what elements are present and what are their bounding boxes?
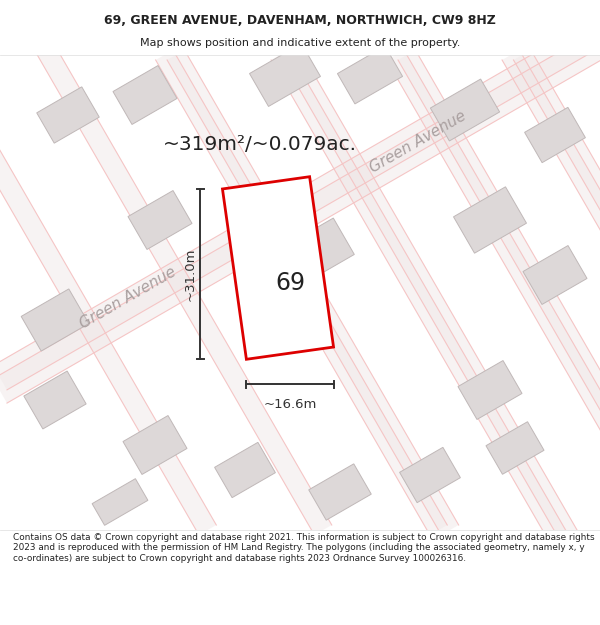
Text: 69: 69	[275, 271, 305, 295]
Polygon shape	[458, 361, 522, 419]
Polygon shape	[430, 79, 500, 141]
Polygon shape	[128, 191, 192, 249]
Polygon shape	[454, 187, 526, 253]
Polygon shape	[398, 50, 600, 535]
Polygon shape	[123, 416, 187, 474]
Polygon shape	[337, 46, 403, 104]
Polygon shape	[502, 50, 600, 535]
Polygon shape	[0, 32, 600, 403]
Polygon shape	[524, 107, 586, 162]
Polygon shape	[592, 4, 600, 60]
Text: 69, GREEN AVENUE, DAVENHAM, NORTHWICH, CW9 8HZ: 69, GREEN AVENUE, DAVENHAM, NORTHWICH, C…	[104, 14, 496, 27]
Text: Contains OS data © Crown copyright and database right 2021. This information is : Contains OS data © Crown copyright and d…	[13, 533, 595, 562]
Polygon shape	[400, 448, 460, 503]
Text: ~319m²/~0.079ac.: ~319m²/~0.079ac.	[163, 136, 357, 154]
Polygon shape	[250, 44, 320, 106]
Polygon shape	[215, 442, 275, 498]
Polygon shape	[0, 19, 600, 390]
Polygon shape	[223, 177, 334, 359]
Polygon shape	[21, 289, 89, 351]
Text: ~31.0m: ~31.0m	[184, 248, 197, 301]
Polygon shape	[24, 371, 86, 429]
Polygon shape	[283, 50, 600, 595]
Polygon shape	[271, 50, 600, 614]
Polygon shape	[167, 50, 458, 535]
Polygon shape	[155, 50, 447, 535]
Text: Green Avenue: Green Avenue	[77, 264, 179, 332]
Polygon shape	[286, 218, 355, 282]
Polygon shape	[486, 422, 544, 474]
Polygon shape	[386, 50, 600, 535]
Text: Green Avenue: Green Avenue	[367, 108, 469, 176]
Polygon shape	[113, 66, 177, 124]
Polygon shape	[309, 464, 371, 520]
Polygon shape	[523, 246, 587, 304]
Polygon shape	[92, 479, 148, 526]
Polygon shape	[0, 0, 332, 535]
Text: ~16.6m: ~16.6m	[263, 398, 317, 411]
Polygon shape	[37, 87, 99, 143]
Polygon shape	[514, 50, 600, 535]
Polygon shape	[592, 0, 600, 60]
Polygon shape	[0, 50, 216, 535]
Text: Map shows position and indicative extent of the property.: Map shows position and indicative extent…	[140, 39, 460, 49]
